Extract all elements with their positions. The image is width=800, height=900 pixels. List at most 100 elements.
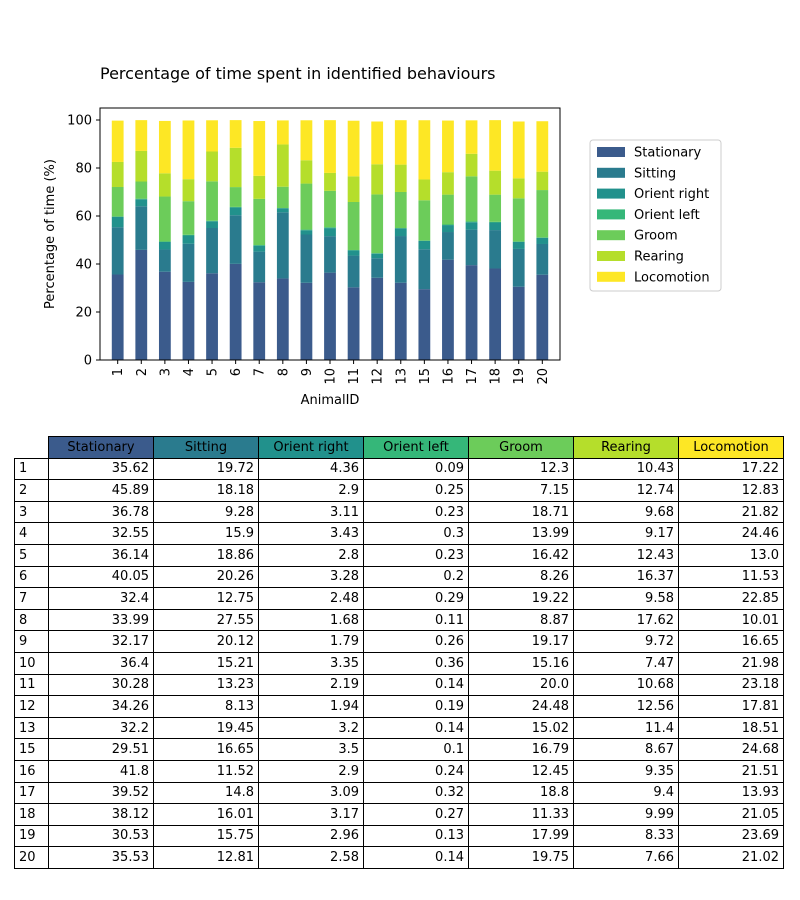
x-axis-label: AnimalID: [301, 393, 360, 408]
bar-segment-rearing-11: [347, 176, 360, 202]
legend-swatch-sitting: [597, 167, 625, 178]
bar-segment-rearing-9: [300, 160, 313, 184]
table-cell: 18.51: [678, 716, 784, 740]
bar-segment-locomotion-4: [182, 120, 195, 180]
x-tick-label: 1: [111, 368, 126, 376]
table-cell: 21.51: [678, 759, 784, 783]
legend-label: Groom: [634, 229, 678, 244]
table-cell: 0.09: [363, 457, 469, 481]
table-row: 8 33.99 27.55 1.68 0.11 8.87 17.62 10.01: [14, 608, 784, 632]
table-cell: 32.55: [48, 522, 154, 545]
table-cell: 35.62: [48, 457, 154, 481]
table-cell: 11.33: [468, 803, 574, 826]
bar-segment-stationary-15: [418, 289, 431, 360]
table-cell: 36.14: [48, 543, 154, 567]
table-cell: 17.62: [573, 608, 679, 632]
table-row-header: 6: [14, 565, 49, 589]
table-cell: 18.71: [468, 500, 574, 524]
bar-segment-orient-left-18: [489, 221, 502, 223]
x-tick-label: 4: [182, 368, 197, 376]
table-cell: 0.14: [363, 846, 469, 869]
table-col-header: Orient right: [258, 436, 364, 459]
table-cell: 19.45: [153, 716, 259, 740]
table-cell: 0.23: [363, 543, 469, 567]
table-row-header: 4: [14, 522, 49, 545]
table-cell: 9.28: [153, 500, 259, 524]
bar-segment-rearing-20: [536, 171, 549, 191]
table-cell: 8.13: [153, 695, 259, 718]
table-cell: 18.8: [468, 781, 574, 805]
bar-segment-orient-left-7: [253, 244, 266, 246]
bar-segment-stationary-9: [300, 282, 313, 360]
bar-segment-orient-right-20: [536, 237, 549, 244]
bar-segment-groom-5: [206, 181, 218, 221]
table-cell: 0.24: [363, 759, 469, 783]
legend-label: Sitting: [634, 166, 676, 181]
x-tick-label: 9: [300, 368, 315, 376]
table-header-row: Stationary Sitting Orient right Orient left…: [15, 436, 784, 459]
table-row-header: 9: [14, 630, 49, 653]
bar-segment-stationary-13: [394, 282, 407, 360]
table-cell: 3.2: [258, 716, 364, 740]
table-cell: 18.18: [153, 479, 259, 502]
table-body: 1 35.62 19.72 4.36 0.09 12.3 10.43 17.22 2 45.89 1…: [14, 457, 784, 869]
bar-segment-groom-16: [442, 194, 454, 225]
bar-segment-locomotion-8: [276, 120, 289, 145]
bar-segment-orient-right-13: [394, 228, 407, 237]
table-cell: 34.26: [48, 695, 154, 718]
bar-segment-sitting-11: [347, 255, 360, 288]
bar-segment-stationary-4: [182, 281, 195, 360]
table-cell: 41.8: [48, 759, 154, 783]
bar-segment-orient-left-5: [206, 220, 218, 222]
table-cell: 2.9: [258, 479, 364, 502]
table-cell: 16.65: [153, 738, 259, 761]
table-col-header: Sitting: [153, 436, 259, 459]
bar-segment-locomotion-9: [300, 120, 313, 161]
table-cell: 4.36: [258, 457, 364, 481]
bar-segment-groom-4: [182, 201, 195, 235]
x-tick-label: 6: [229, 368, 244, 376]
table-cell: 38.12: [48, 803, 154, 826]
bar-segment-groom-17: [465, 176, 478, 222]
table-cell: 3.5: [258, 738, 364, 761]
table-row: 4 32.55 15.9 3.43 0.3 13.99 9.17 24.46: [14, 522, 784, 545]
bar-segment-sitting-8: [276, 212, 289, 279]
bar-segment-orient-right-12: [371, 253, 384, 259]
table-cell: 0.1: [363, 738, 469, 761]
table-row: 12 34.26 8.13 1.94 0.19 24.48 12.56 17.81: [14, 695, 784, 718]
table-row-header: 11: [14, 673, 49, 697]
x-tick-label: 11: [347, 368, 362, 385]
bar-segment-sitting-4: [182, 243, 195, 282]
table-cell: 17.22: [678, 457, 784, 481]
bar-segment-orient-right-4: [182, 235, 195, 244]
table-cell: 12.43: [573, 543, 679, 567]
bar-segment-rearing-12: [371, 164, 384, 195]
table-cell: 9.58: [573, 587, 679, 610]
bar-segment-locomotion-5: [206, 120, 218, 152]
bar-segment-groom-18: [489, 194, 502, 222]
x-tick-label: 18: [489, 368, 504, 385]
bar-segment-locomotion-20: [536, 121, 549, 172]
table-row-header: 13: [14, 716, 49, 740]
bar-segment-sitting-20: [536, 243, 549, 275]
table-cell: 36.78: [48, 500, 154, 524]
bar-segment-stationary-20: [536, 274, 549, 360]
table-cell: 45.89: [48, 479, 154, 502]
table-row: 3 36.78 9.28 3.11 0.23 18.71 9.68 21.82: [14, 500, 784, 524]
bar-segment-locomotion-18: [489, 120, 502, 171]
table-col-header: Stationary: [48, 436, 154, 459]
bar-segment-locomotion-19: [512, 121, 525, 179]
table-row: 2 45.89 18.18 2.9 0.25 7.15 12.74 12.83: [14, 479, 784, 502]
table-cell: 3.09: [258, 781, 364, 805]
bar-segment-rearing-13: [394, 164, 407, 192]
table-cell: 16.37: [573, 565, 679, 589]
table-cell: 23.69: [678, 824, 784, 848]
y-axis-label: Percentage of time (%): [43, 159, 58, 309]
bar-segment-orient-right-11: [347, 250, 360, 256]
bar-segment-orient-left-2: [135, 198, 148, 200]
table-cell: 11.4: [573, 716, 679, 740]
legend-swatch-rearing: [597, 251, 625, 261]
table-cell: 2.19: [258, 673, 364, 697]
table-cell: 24.48: [468, 695, 574, 718]
table-row-header: 7: [14, 587, 49, 610]
